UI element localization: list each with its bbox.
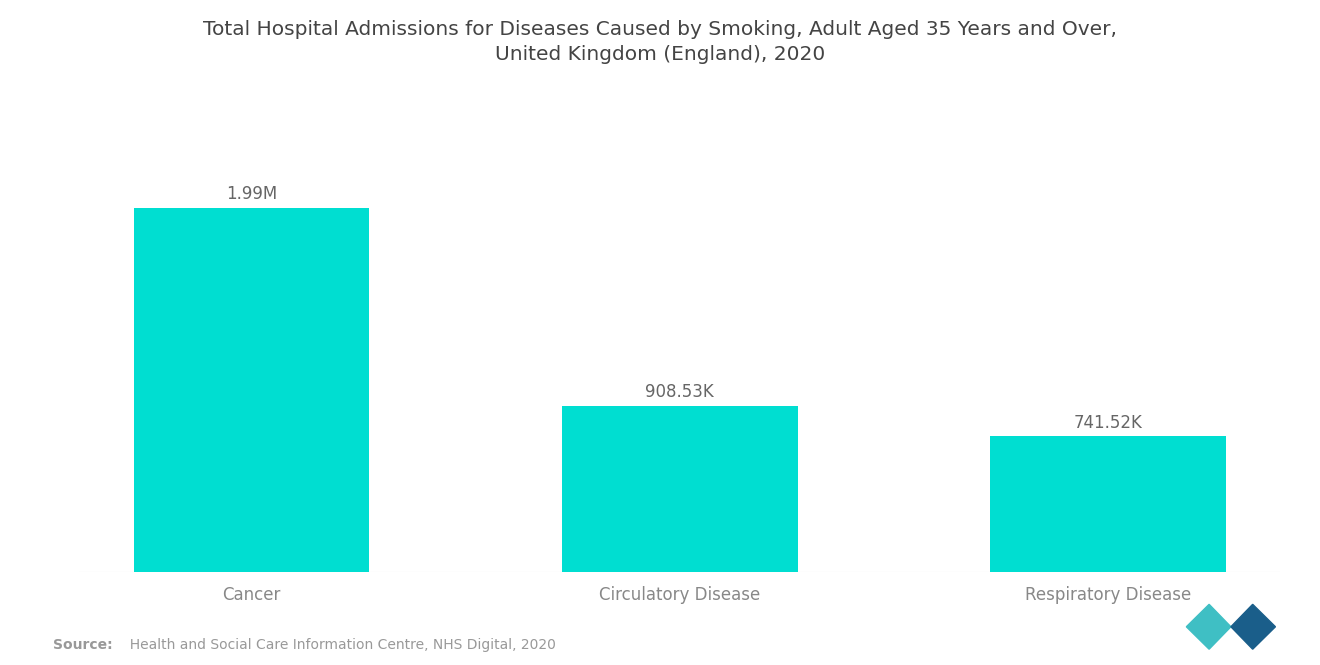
- Text: 908.53K: 908.53K: [645, 383, 714, 401]
- Bar: [990, 436, 1226, 572]
- Bar: [562, 406, 797, 572]
- Polygon shape: [1187, 604, 1232, 649]
- Text: Source:: Source:: [53, 638, 112, 652]
- Text: 741.52K: 741.52K: [1073, 414, 1143, 432]
- Text: 1.99M: 1.99M: [226, 186, 277, 203]
- Bar: [133, 208, 370, 572]
- Polygon shape: [1232, 604, 1275, 649]
- Text: Health and Social Care Information Centre, NHS Digital, 2020: Health and Social Care Information Centr…: [121, 638, 556, 652]
- Text: Total Hospital Admissions for Diseases Caused by Smoking, Adult Aged 35 Years an: Total Hospital Admissions for Diseases C…: [203, 20, 1117, 64]
